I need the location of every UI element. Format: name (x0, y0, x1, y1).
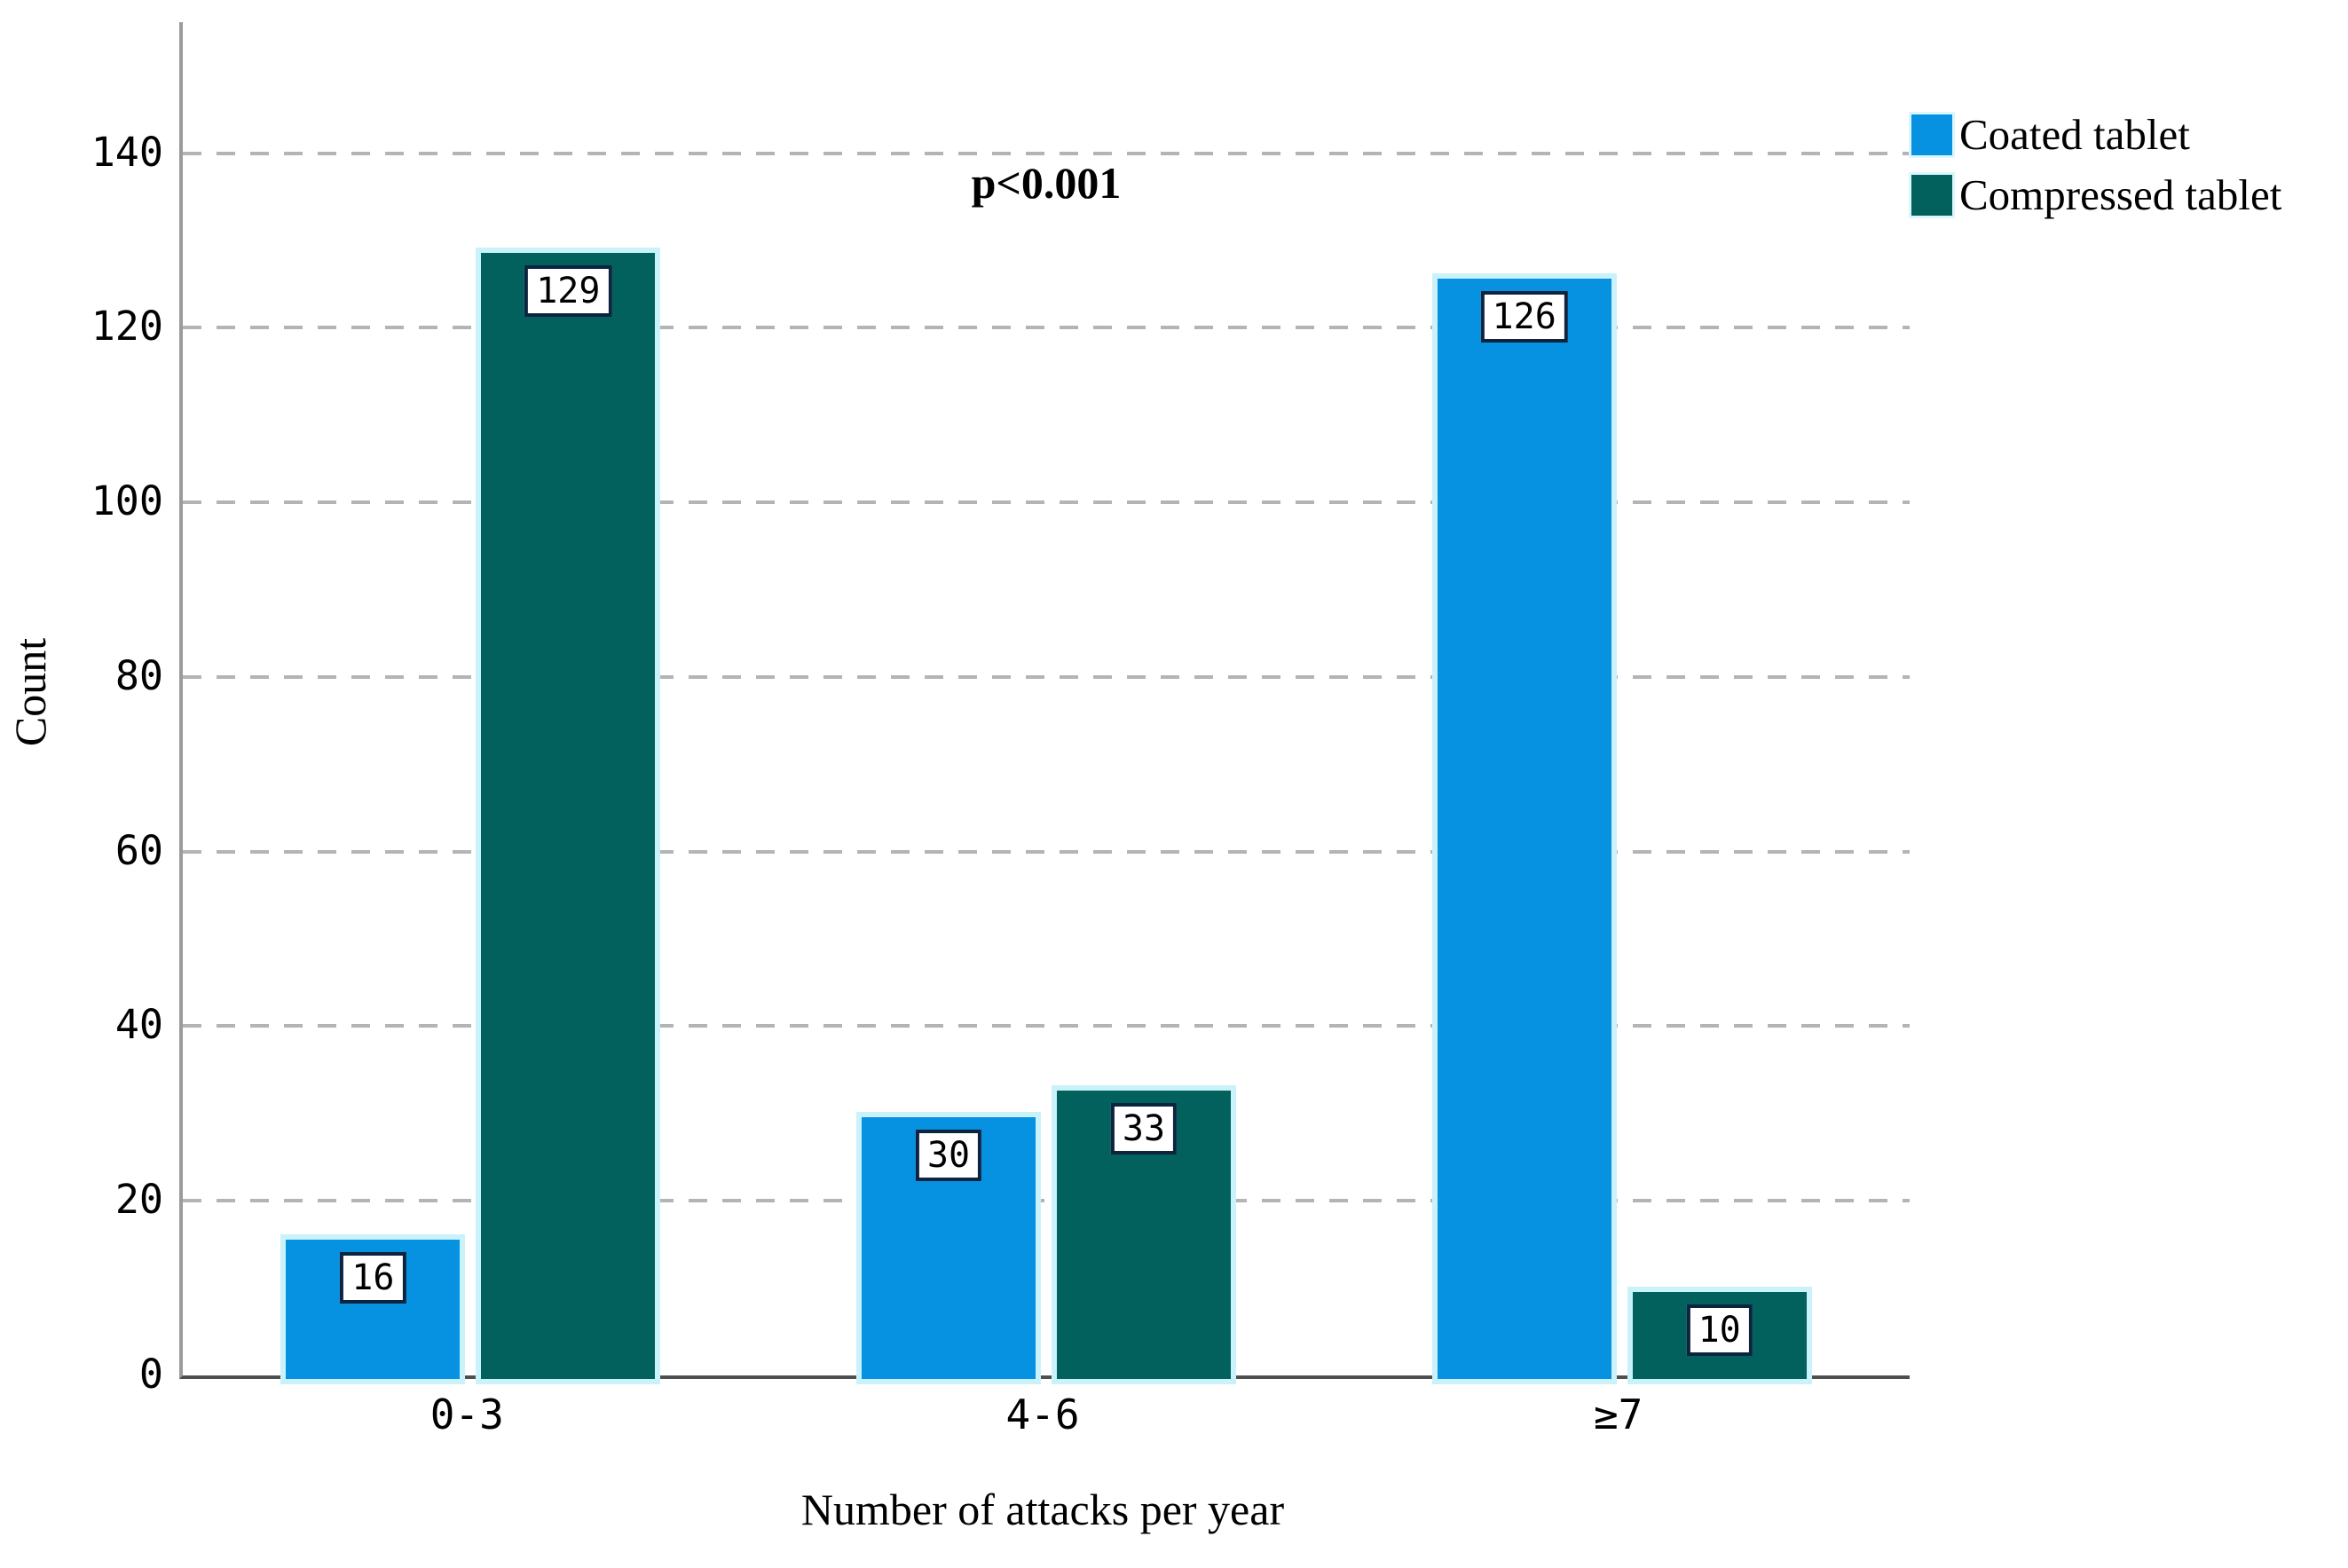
y-tick-label-0: 0 (138, 1351, 163, 1398)
y-tick-label-60: 60 (114, 826, 163, 874)
gridline-40 (183, 1024, 1910, 1028)
x-category-label-0-3: 0-3 (429, 1391, 504, 1438)
x-category-label--7: ≥7 (1593, 1391, 1643, 1438)
y-tick-label-80: 80 (114, 651, 163, 699)
x-category-label-4-6: 4-6 (1005, 1391, 1080, 1438)
gridline-120 (183, 326, 1910, 330)
legend-item-compressed-tablet: Compressed tablet (1911, 172, 2281, 218)
legend-label-coated-tablet: Coated tablet (1959, 110, 2190, 159)
gridline-60 (183, 849, 1910, 854)
bar-value-label-coated-tablet--7: 126 (1480, 291, 1568, 343)
y-tick-label-100: 100 (91, 477, 163, 525)
bar-compressed-tablet-0-3: 129 (481, 252, 656, 1379)
y-tick-label-120: 120 (91, 303, 163, 351)
bar-value-label-coated-tablet-0-3: 16 (340, 1251, 406, 1304)
bar-coated-tablet--7: 126 (1437, 279, 1611, 1379)
p-value-annotation: p<0.001 (971, 158, 1122, 208)
plot-area: 16 129 30 33 126 10 p<0.001 (179, 22, 1910, 1379)
legend-swatch-coated-tablet-icon (1911, 114, 1952, 155)
gridline-20 (183, 1199, 1910, 1203)
gridline-100 (183, 500, 1910, 505)
legend-swatch-compressed-tablet-icon (1911, 175, 1952, 216)
legend: Coated tablet Compressed tablet (1911, 112, 2281, 232)
legend-label-compressed-tablet: Compressed tablet (1959, 170, 2282, 219)
x-axis-title: Number of attacks per year (800, 1485, 1285, 1534)
bar-value-label-compressed-tablet-0-3: 129 (524, 264, 612, 317)
bar-coated-tablet-0-3: 16 (286, 1239, 461, 1379)
y-tick-label-40: 40 (114, 1001, 163, 1049)
gridline-80 (183, 674, 1910, 679)
bar-value-label-compressed-tablet--7: 10 (1686, 1304, 1753, 1356)
bar-coated-tablet-4-6: 30 (862, 1116, 1036, 1379)
legend-item-coated-tablet: Coated tablet (1911, 112, 2281, 158)
gridline-140 (183, 151, 1910, 155)
y-tick-label-140: 140 (91, 128, 163, 176)
y-tick-label-20: 20 (114, 1176, 163, 1224)
bar-value-label-compressed-tablet-4-6: 33 (1110, 1103, 1178, 1155)
bar-value-label-coated-tablet-4-6: 30 (915, 1129, 982, 1181)
bar-compressed-tablet-4-6: 33 (1057, 1091, 1231, 1379)
bar-compressed-tablet--7: 10 (1632, 1291, 1807, 1379)
